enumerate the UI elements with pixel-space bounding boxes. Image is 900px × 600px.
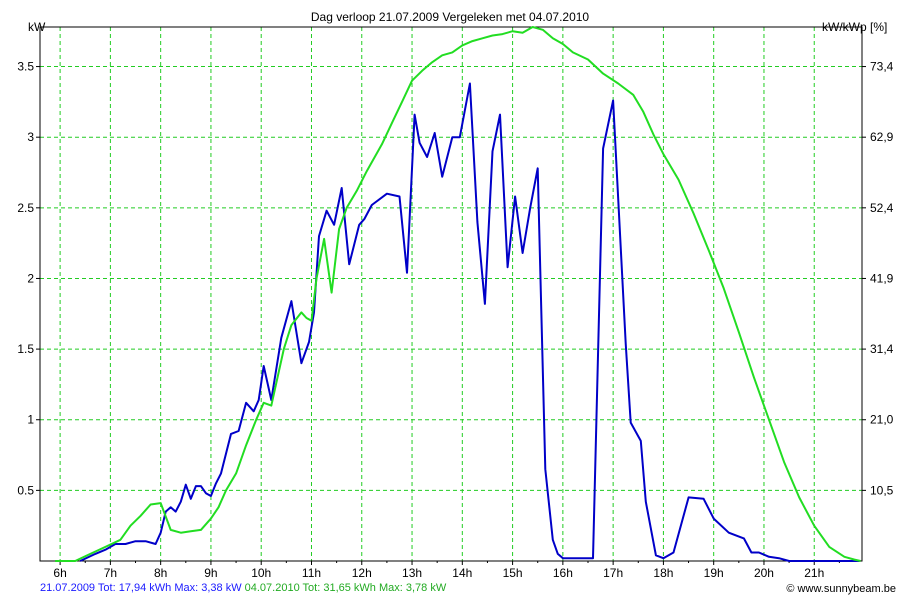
y2-tick-label: 31,4	[870, 342, 894, 356]
y2-tick-label: 73,4	[870, 60, 894, 74]
left-axis-unit: kW	[28, 20, 46, 34]
series-layer	[55, 26, 861, 562]
series-1-summary: 21.07.2009 Tot: 17,94 kWh Max: 3,38 kW	[40, 582, 242, 594]
x-tick-label: 21h	[804, 566, 824, 580]
y-tick-label: 0.5	[17, 483, 34, 497]
y2-tick-label: 52,4	[870, 201, 894, 215]
y-tick-label: 2.5	[17, 201, 34, 215]
x-tick-label: 16h	[553, 566, 573, 580]
x-tick-label: 9h	[204, 566, 217, 580]
x-tick-label: 13h	[402, 566, 422, 580]
x-tick-label: 8h	[154, 566, 167, 580]
y-tick-label: 2	[27, 271, 34, 285]
x-tick-label: 7h	[104, 566, 117, 580]
x-tick-label: 10h	[251, 566, 271, 580]
y2-tick-label: 41,9	[870, 271, 894, 285]
y-tick-label: 1	[27, 413, 34, 427]
grid	[40, 27, 862, 561]
chart-footer: 21.07.2009 Tot: 17,94 kWh Max: 3,38 kW 0…	[40, 582, 446, 594]
x-tick-label: 15h	[503, 566, 523, 580]
plot-frame	[39, 26, 863, 562]
x-tick-label: 20h	[754, 566, 774, 580]
y-tick-label: 1.5	[17, 342, 34, 356]
series-line-2	[55, 26, 861, 562]
x-tick-label: 11h	[302, 566, 321, 580]
y2-tick-label: 10,5	[870, 483, 894, 497]
chart-title: Dag verloop 21.07.2009 Vergeleken met 04…	[310, 10, 590, 24]
y2-tick-label: 21,0	[870, 413, 894, 427]
y2-tick-label: 62,9	[870, 130, 894, 144]
y-tick-label: 3	[27, 130, 34, 144]
x-tick-label: 6h	[53, 566, 66, 580]
x-tick-label: 17h	[603, 566, 623, 580]
plot-border	[39, 26, 863, 562]
axes: 6h 7h 8h 9h 10h 11h 12h 13h 14h 15h 16h 17h 18h 19h 20…	[17, 60, 893, 580]
series-line-1	[79, 82, 860, 562]
x-tick-label: 19h	[704, 566, 724, 580]
x-tick-label: 18h	[653, 566, 673, 580]
credit-text: © www.sunnybeam.be	[786, 583, 896, 595]
series-2-summary: 04.07.2010 Tot: 31,65 kWh Max: 3,78 kW	[244, 582, 447, 594]
y-tick-label: 3.5	[17, 60, 34, 74]
x-tick-label: 12h	[352, 566, 372, 580]
x-tick-label: 14h	[452, 566, 472, 580]
